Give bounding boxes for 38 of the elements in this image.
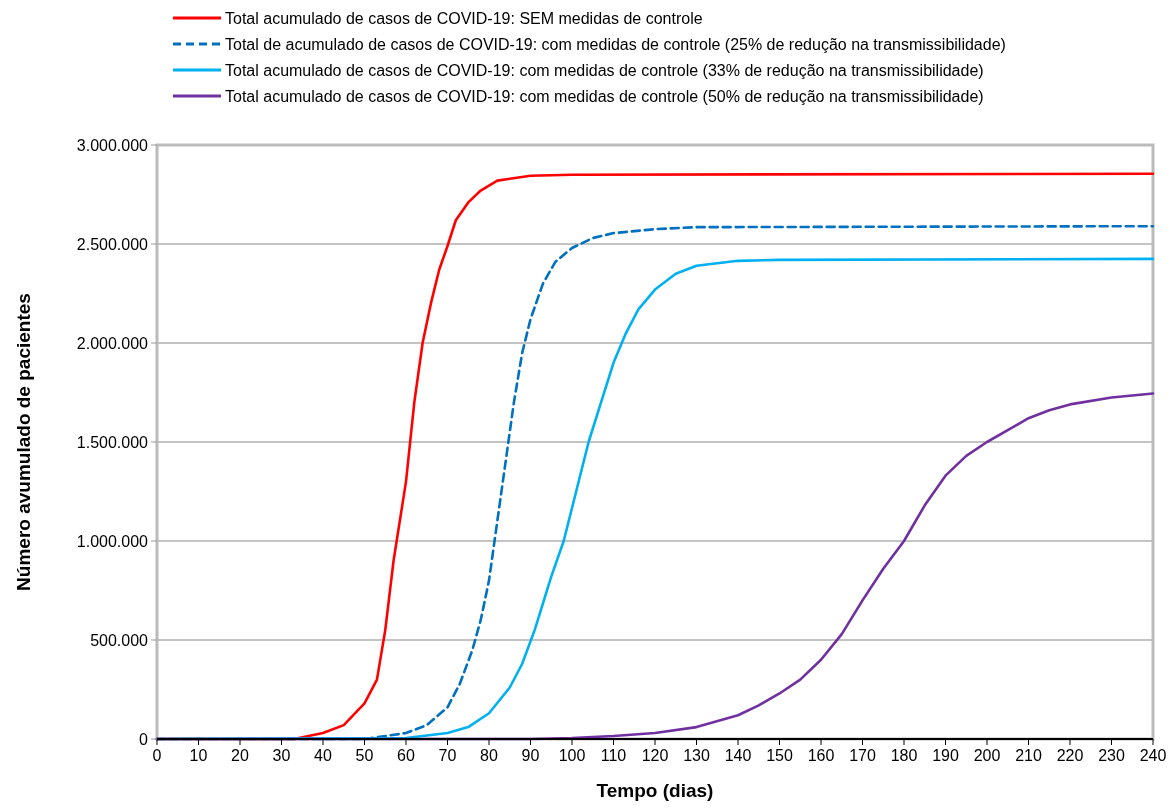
x-tick-label: 150 (766, 747, 793, 764)
legend-label: Total de acumulado de casos de COVID-19: com medidas de controle (25% de redução na transmissibilidade) (225, 36, 1006, 53)
y-tick-label: 1.500.000 (76, 434, 149, 451)
x-tick-label: 240 (1139, 747, 1167, 764)
x-tick-label: 130 (683, 747, 710, 764)
x-tick-label: 210 (1015, 747, 1042, 764)
x-tick-label: 110 (600, 747, 627, 764)
x-tick-label: 90 (521, 747, 540, 764)
legend-label: Total acumulado de casos de COVID-19: SEM medidas de controle (225, 10, 703, 27)
y-tick-label: 0 (139, 731, 149, 748)
x-tick-label: 140 (724, 747, 752, 764)
x-tick-label: 220 (1056, 747, 1084, 764)
y-tick-label: 2.000.000 (76, 335, 149, 352)
x-tick-label: 20 (231, 747, 249, 764)
x-tick-label: 50 (355, 747, 374, 764)
y-tick-label: 3.000.000 (76, 137, 149, 154)
x-tick-label: 120 (641, 747, 669, 764)
x-tick-label: 190 (932, 747, 959, 764)
x-tick-label: 60 (397, 747, 415, 764)
y-tick-label: 2.500.000 (76, 236, 149, 253)
y-axis-title: Número avumulado de pacientes (13, 293, 34, 591)
legend-label: Total acumulado de casos de COVID-19: com medidas de controle (50% de redução na transmissibilidade) (225, 88, 984, 105)
x-tick-label: 200 (973, 747, 1001, 764)
x-tick-label: 70 (438, 747, 457, 764)
x-tick-label: 100 (558, 747, 586, 764)
x-tick-label: 0 (152, 747, 162, 764)
x-tick-label: 40 (314, 747, 332, 764)
x-tick-label: 180 (890, 747, 918, 764)
x-tick-label: 10 (189, 747, 208, 764)
x-tick-label: 170 (849, 747, 876, 764)
x-tick-label: 80 (480, 747, 498, 764)
x-tick-label: 30 (272, 747, 291, 764)
y-tick-label: 1.000.000 (76, 533, 149, 550)
legend-label: Total acumulado de casos de COVID-19: com medidas de controle (33% de redução na transmissibilidade) (225, 62, 984, 79)
y-tick-label: 500.000 (90, 632, 149, 649)
x-tick-label: 230 (1098, 747, 1125, 764)
x-axis-title: Tempo (dias) (596, 780, 714, 801)
x-tick-label: 160 (807, 747, 835, 764)
